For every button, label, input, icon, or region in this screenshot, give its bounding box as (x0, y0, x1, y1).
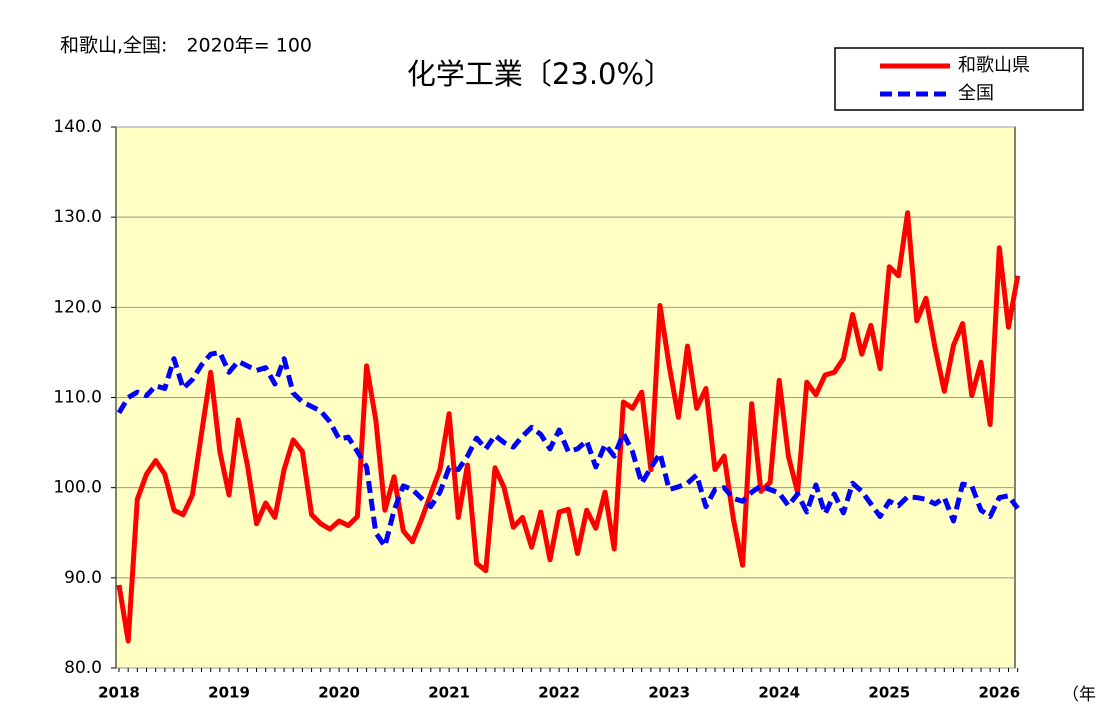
y-tick-label: 90.0 (64, 568, 102, 588)
legend-label: 全国 (958, 83, 994, 104)
x-tick-label: 2024 (758, 684, 800, 702)
x-tick-label: 2025 (868, 684, 910, 702)
x-tick-label: 2021 (428, 684, 470, 702)
x-tick-label: 2022 (538, 684, 580, 702)
chart-subtitle: 和歌山,全国: 2020年= 100 (60, 35, 312, 57)
x-tick-label: 2020 (318, 684, 360, 702)
y-tick-label: 110.0 (53, 388, 102, 408)
x-tick-label: 2026 (978, 684, 1020, 702)
data-line (116, 349, 1020, 549)
chart-title: 化学工業〔23.0%〕 (407, 57, 673, 91)
legend-label: 和歌山県 (958, 55, 1030, 76)
y-tick-label: 130.0 (53, 207, 102, 227)
y-tick-label: 100.0 (53, 478, 102, 498)
x-tick-label: 2023 (648, 684, 690, 702)
x-tick-label: 2019 (208, 684, 250, 702)
legend-box (834, 47, 1084, 111)
data-line (116, 210, 1021, 644)
y-tick-label: 120.0 (53, 297, 102, 317)
x-tick-label: 2018 (98, 684, 140, 702)
y-tick-label: 80.0 (64, 658, 102, 678)
x-axis-label: （年 (1062, 685, 1096, 705)
y-tick-label: 140.0 (53, 117, 102, 137)
